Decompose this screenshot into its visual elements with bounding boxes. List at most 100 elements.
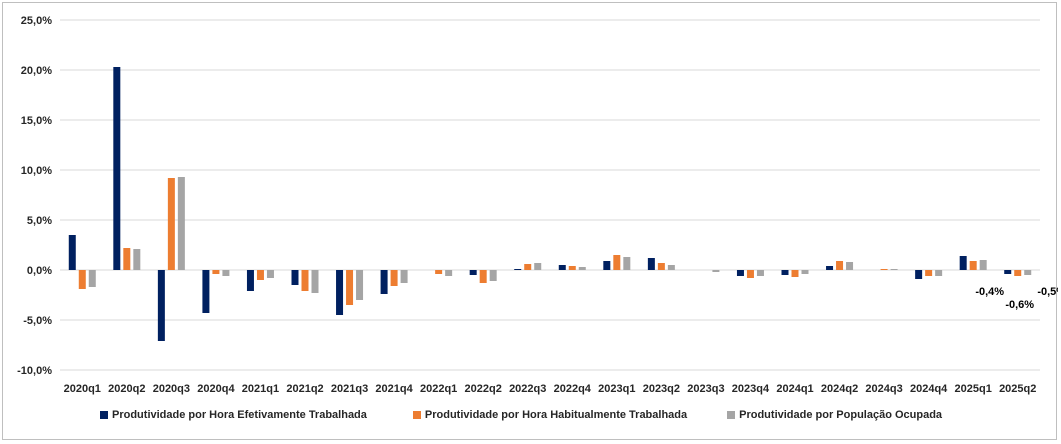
bar-series-2-2025q2 — [1024, 270, 1032, 275]
x-tick-label: 2024q3 — [865, 383, 902, 395]
bar-series-1-2022q4 — [568, 266, 576, 270]
bar-series-0-2024q1 — [781, 270, 789, 275]
bar-series-0-2024q4 — [915, 270, 923, 279]
bar-series-1-2024q2 — [836, 261, 844, 270]
bar-series-1-2021q3 — [346, 270, 354, 305]
bar-series-1-2022q3 — [524, 264, 532, 270]
x-tick-label: 2021q2 — [286, 383, 323, 395]
bar-series-2-2024q1 — [801, 270, 809, 274]
x-tick-label: 2025q1 — [955, 383, 992, 395]
bar-series-2-2022q3 — [534, 263, 542, 270]
bar-series-2-2024q3 — [890, 269, 898, 270]
x-tick-label: 2023q4 — [732, 383, 770, 395]
y-tick-label: 10,0% — [21, 165, 52, 177]
bar-series-2-2021q2 — [311, 270, 319, 293]
legend-label-habitualmente: Produtividade por Hora Habitualmente Tra… — [424, 409, 688, 421]
bar-series-2-2020q1 — [88, 270, 96, 287]
bar-series-0-2020q4 — [202, 270, 210, 313]
bar-series-0-2021q3 — [336, 270, 344, 315]
x-tick-label: 2022q4 — [554, 383, 592, 395]
bar-series-0-2020q2 — [113, 67, 121, 270]
x-tick-label: 2021q1 — [242, 383, 279, 395]
bar-series-2-2024q2 — [846, 262, 854, 270]
bar-series-2-2024q4 — [935, 270, 943, 276]
bar-series-1-2020q3 — [167, 178, 175, 270]
bar-series-1-2022q1 — [435, 270, 443, 274]
bar-series-2-2023q2 — [667, 265, 675, 270]
x-tick-label: 2020q1 — [64, 383, 101, 395]
bar-series-0-2022q3 — [514, 269, 522, 270]
bar-series-0-2022q4 — [558, 265, 566, 270]
x-tick-label: 2021q4 — [375, 383, 413, 395]
bar-series-2-2025q1 — [979, 260, 987, 270]
bar-series-0-2025q1 — [959, 256, 967, 270]
x-axis-ticks: 2020q1 2020q2 2020q3 2020q4 2021q1 2021q2 2021… — [64, 383, 1037, 395]
bar-series-1-2021q1 — [256, 270, 264, 280]
bar-series-1-2020q4 — [212, 270, 220, 274]
x-tick-label: 2023q1 — [598, 383, 635, 395]
y-axis-ticks: -10,0% -5,0% 0,0% 5,0% 10,0% 15,0% 20,0% 25,0% — [17, 15, 52, 377]
bar-series-1-2023q1 — [613, 255, 621, 270]
bar-series-0-2022q2 — [469, 270, 477, 275]
bar-series-2-2023q4 — [756, 270, 764, 276]
legend-item-habitualmente: Produtividade por Hora Habitualmente Tra… — [412, 409, 688, 421]
bar-series-0-2021q2 — [291, 270, 299, 285]
y-tick-label: -5,0% — [23, 315, 52, 327]
legend-label-populacao: Produtividade por População Ocupada — [739, 409, 943, 421]
bar-series-1-2024q4 — [925, 270, 933, 276]
bar-series-1-2025q1 — [969, 261, 977, 270]
x-tick-label: 2023q3 — [687, 383, 724, 395]
bar-series-2-2023q1 — [623, 257, 631, 270]
legend-label-efetivamente: Produtividade por Hora Efetivamente Trab… — [112, 409, 367, 421]
bar-series-0-2021q4 — [380, 270, 388, 294]
bar-series-2-2022q2 — [489, 270, 497, 281]
bar-series-0-2023q4 — [736, 270, 744, 276]
bar-series-0-2023q2 — [647, 258, 655, 270]
legend: Produtividade por Hora Efetivamente Trab… — [100, 409, 942, 421]
bar-series-1-2021q2 — [301, 270, 309, 291]
y-tick-label: 5,0% — [27, 215, 52, 227]
bar-series-1-2020q1 — [78, 270, 86, 289]
bar-series-2-2021q1 — [266, 270, 274, 278]
bar-series-0-2020q3 — [157, 270, 165, 341]
legend-swatch-habitualmente — [412, 411, 421, 419]
bar-series-0-2021q1 — [246, 270, 254, 291]
y-tick-label: 0,0% — [27, 265, 52, 277]
bar-series-0-2025q2 — [1004, 270, 1012, 274]
x-tick-label: 2021q3 — [331, 383, 368, 395]
bar-series-2-2021q3 — [356, 270, 364, 300]
x-tick-label: 2022q1 — [420, 383, 457, 395]
legend-item-efetivamente: Produtividade por Hora Efetivamente Trab… — [100, 409, 367, 421]
bar-series-1-2021q4 — [390, 270, 398, 286]
y-tick-label: 15,0% — [21, 115, 52, 127]
data-label-series-2: -0,5% — [1037, 286, 1058, 298]
data-labels: -0,4%-0,6%-0,5% — [975, 286, 1058, 311]
bar-series-1-2020q2 — [123, 248, 131, 270]
bar-series-2-2023q3 — [712, 270, 720, 272]
x-tick-label: 2020q2 — [108, 383, 145, 395]
bar-series-0-2024q2 — [826, 266, 834, 270]
gridlines — [60, 19, 1040, 371]
bar-chart: -10,0%-5,0%0,0%5,0%10,0%15,0%20,0%25,0% … — [17, 15, 1058, 395]
x-tick-label: 2020q3 — [153, 383, 190, 395]
x-tick-label: 2023q2 — [643, 383, 680, 395]
legend-swatch-populacao — [727, 411, 736, 419]
y-tick-label: -10,0% — [17, 365, 52, 377]
legend-swatch-efetivamente — [100, 411, 108, 419]
data-label-series-1: -0,6% — [1005, 299, 1034, 311]
x-tick-label: 2022q2 — [465, 383, 502, 395]
bar-series-1-2024q1 — [791, 270, 799, 277]
bar-series-1-2023q2 — [657, 263, 665, 270]
bar-series-1-2023q4 — [746, 270, 754, 278]
bar-series-2-2020q2 — [133, 249, 141, 270]
y-tick-label: 20,0% — [21, 65, 52, 77]
legend-item-populacao: Produtividade por População Ocupada — [727, 409, 942, 421]
x-tick-label: 2020q4 — [197, 383, 235, 395]
bar-series-2-2022q1 — [445, 270, 453, 276]
x-tick-label: 2022q3 — [509, 383, 546, 395]
x-tick-label: 2025q2 — [999, 383, 1036, 395]
data-label-series-0: -0,4% — [975, 286, 1004, 298]
y-tick-label: 25,0% — [21, 15, 52, 27]
x-tick-label: 2024q4 — [910, 383, 948, 395]
